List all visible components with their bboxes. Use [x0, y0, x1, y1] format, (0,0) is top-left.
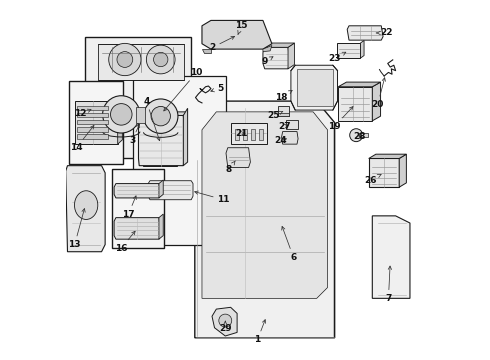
Polygon shape: [291, 65, 338, 110]
Polygon shape: [139, 112, 188, 116]
Circle shape: [219, 314, 232, 327]
Bar: [133, 76, 226, 244]
Polygon shape: [143, 146, 177, 166]
Polygon shape: [202, 21, 272, 49]
Bar: [77, 127, 108, 132]
Bar: [77, 106, 108, 110]
Polygon shape: [263, 47, 290, 69]
Polygon shape: [338, 82, 381, 87]
Circle shape: [144, 99, 178, 134]
Text: 29: 29: [219, 321, 232, 333]
Polygon shape: [148, 181, 193, 200]
Polygon shape: [288, 43, 294, 69]
Text: 17: 17: [122, 196, 136, 219]
Polygon shape: [212, 307, 237, 336]
Bar: [297, 69, 333, 107]
Circle shape: [350, 129, 363, 141]
Text: 21: 21: [235, 129, 247, 138]
Text: 5: 5: [211, 84, 223, 93]
Polygon shape: [139, 116, 184, 166]
Text: 22: 22: [376, 28, 393, 37]
Text: 11: 11: [195, 191, 230, 204]
Circle shape: [102, 96, 140, 133]
Polygon shape: [202, 112, 327, 298]
Text: 4: 4: [143, 96, 160, 141]
Polygon shape: [114, 218, 161, 239]
Text: 13: 13: [69, 208, 85, 249]
Ellipse shape: [74, 191, 98, 220]
Polygon shape: [286, 120, 298, 129]
Polygon shape: [278, 113, 289, 116]
Circle shape: [151, 107, 171, 126]
Text: 24: 24: [274, 136, 287, 145]
Polygon shape: [183, 108, 188, 166]
Text: 19: 19: [328, 107, 353, 131]
Polygon shape: [143, 142, 184, 146]
Text: 23: 23: [328, 52, 346, 63]
Bar: [368, 158, 399, 187]
Polygon shape: [372, 216, 410, 298]
Text: 8: 8: [226, 161, 235, 174]
Text: 10: 10: [164, 68, 203, 111]
Bar: [112, 169, 164, 248]
Bar: [136, 107, 145, 123]
Bar: [359, 133, 368, 137]
Polygon shape: [159, 214, 163, 239]
Polygon shape: [361, 41, 364, 58]
Circle shape: [153, 52, 168, 67]
Polygon shape: [399, 154, 406, 187]
Text: 12: 12: [74, 109, 91, 118]
Circle shape: [117, 51, 133, 67]
Text: 2: 2: [210, 36, 235, 52]
Circle shape: [111, 104, 132, 125]
Bar: [85, 37, 191, 158]
Text: 28: 28: [353, 132, 366, 141]
Polygon shape: [74, 101, 118, 144]
Polygon shape: [118, 97, 122, 144]
Text: 3: 3: [129, 124, 140, 145]
Polygon shape: [338, 87, 372, 121]
Polygon shape: [226, 148, 250, 167]
Bar: [77, 134, 108, 139]
Text: 14: 14: [70, 126, 94, 152]
Polygon shape: [98, 44, 184, 80]
Polygon shape: [195, 101, 335, 338]
Text: 27: 27: [278, 122, 291, 131]
Bar: [69, 81, 123, 164]
Circle shape: [109, 43, 141, 76]
Bar: [243, 129, 247, 140]
Polygon shape: [114, 184, 161, 198]
Polygon shape: [159, 180, 163, 198]
Bar: [337, 43, 361, 58]
Text: 26: 26: [364, 175, 381, 185]
Bar: [278, 106, 289, 116]
Polygon shape: [282, 132, 298, 144]
Text: 7: 7: [385, 266, 392, 303]
Polygon shape: [372, 82, 381, 121]
Polygon shape: [347, 26, 383, 40]
Bar: [251, 129, 255, 140]
Text: 6: 6: [282, 226, 296, 262]
Text: 20: 20: [371, 78, 386, 109]
Text: 9: 9: [262, 57, 273, 66]
Bar: [77, 120, 108, 125]
Polygon shape: [265, 43, 294, 47]
Polygon shape: [231, 123, 267, 144]
Polygon shape: [263, 45, 272, 51]
Text: 15: 15: [235, 21, 247, 35]
Polygon shape: [202, 49, 211, 53]
Bar: [77, 113, 108, 117]
Polygon shape: [66, 166, 105, 252]
Text: 1: 1: [254, 320, 266, 344]
Circle shape: [147, 45, 175, 74]
Polygon shape: [368, 154, 406, 158]
Bar: [235, 129, 239, 140]
Text: 16: 16: [115, 231, 135, 253]
Bar: [259, 129, 263, 140]
Polygon shape: [177, 142, 184, 166]
Text: 25: 25: [268, 111, 283, 120]
Text: 18: 18: [274, 90, 292, 102]
